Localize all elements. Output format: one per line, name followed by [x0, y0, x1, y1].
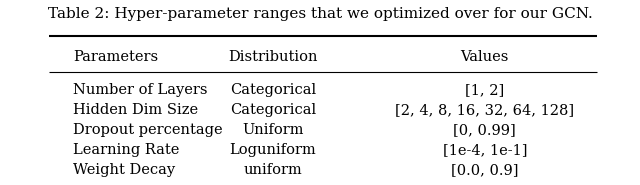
Text: Table 2: Hyper-parameter ranges that we optimized over for our GCN.: Table 2: Hyper-parameter ranges that we …: [47, 7, 593, 21]
Text: [2, 4, 8, 16, 32, 64, 128]: [2, 4, 8, 16, 32, 64, 128]: [396, 103, 574, 117]
Text: Uniform: Uniform: [242, 123, 303, 137]
Text: [1, 2]: [1, 2]: [465, 83, 504, 97]
Text: Categorical: Categorical: [230, 103, 316, 117]
Text: [0, 0.99]: [0, 0.99]: [453, 123, 516, 137]
Text: Weight Decay: Weight Decay: [73, 163, 175, 177]
Text: [0.0, 0.9]: [0.0, 0.9]: [451, 163, 518, 177]
Text: Categorical: Categorical: [230, 83, 316, 97]
Text: Values: Values: [461, 50, 509, 64]
Text: uniform: uniform: [244, 163, 302, 177]
Text: Hidden Dim Size: Hidden Dim Size: [73, 103, 198, 117]
Text: Learning Rate: Learning Rate: [73, 143, 179, 157]
Text: Parameters: Parameters: [73, 50, 158, 64]
Text: Number of Layers: Number of Layers: [73, 83, 207, 97]
Text: Dropout percentage: Dropout percentage: [73, 123, 223, 137]
Text: Loguniform: Loguniform: [230, 143, 316, 157]
Text: Distribution: Distribution: [228, 50, 317, 64]
Text: [1e-4, 1e-1]: [1e-4, 1e-1]: [442, 143, 527, 157]
